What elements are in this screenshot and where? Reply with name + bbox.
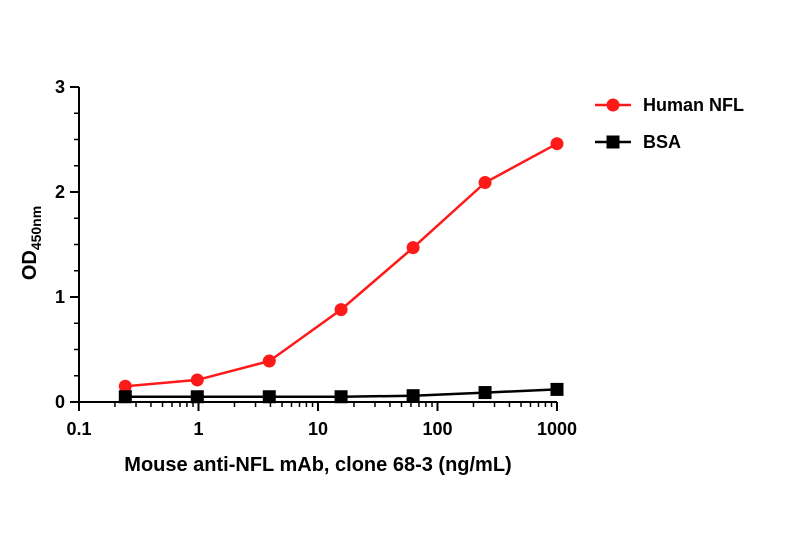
legend-item-human-nfl: Human NFL bbox=[595, 95, 744, 115]
data-point-bsa bbox=[262, 390, 276, 404]
legend-swatch-marker bbox=[606, 135, 620, 149]
x-tick-label: 10 bbox=[308, 419, 328, 439]
y-tick-label: 2 bbox=[55, 182, 65, 202]
y-tick-label: 1 bbox=[55, 287, 65, 307]
x-tick-label: 1 bbox=[193, 419, 203, 439]
data-point-human-nfl bbox=[334, 303, 348, 317]
series-human-nfl bbox=[118, 137, 564, 393]
data-point-human-nfl bbox=[550, 137, 564, 151]
data-point-bsa bbox=[334, 390, 348, 404]
series-line-human-nfl bbox=[125, 142, 558, 388]
legend-label: BSA bbox=[643, 132, 681, 152]
data-point-bsa bbox=[118, 390, 132, 404]
data-point-human-nfl bbox=[406, 241, 420, 255]
x-tick-label: 1000 bbox=[537, 419, 577, 439]
data-point-bsa bbox=[406, 389, 420, 403]
legend: Human NFL BSA bbox=[595, 95, 744, 152]
legend-label: Human NFL bbox=[643, 95, 744, 115]
legend-swatch-marker bbox=[606, 98, 620, 112]
data-point-human-nfl bbox=[190, 373, 204, 387]
y-axis-title-subscript: 450nm bbox=[28, 206, 44, 250]
y-axis-title-main: OD bbox=[19, 250, 41, 280]
y-axis-title: OD450nm bbox=[19, 206, 44, 280]
data-point-bsa bbox=[478, 386, 492, 400]
series-layer bbox=[118, 137, 564, 404]
data-point-bsa bbox=[190, 390, 204, 404]
y-tick-label: 3 bbox=[55, 77, 65, 97]
series-bsa bbox=[118, 382, 564, 404]
data-point-human-nfl bbox=[262, 354, 276, 368]
x-tick-label: 0.1 bbox=[66, 419, 91, 439]
y-tick-label: 0 bbox=[55, 392, 65, 412]
data-point-bsa bbox=[550, 382, 564, 396]
data-point-human-nfl bbox=[118, 379, 132, 393]
axes: 0.1 1 10 100 1000 0 1 2 3 bbox=[55, 77, 577, 439]
x-axis-title: Mouse anti-NFL mAb, clone 68-3 (ng/mL) bbox=[124, 454, 511, 476]
legend-item-bsa: BSA bbox=[595, 132, 681, 152]
x-tick-label: 100 bbox=[422, 419, 452, 439]
data-point-human-nfl bbox=[478, 176, 492, 190]
